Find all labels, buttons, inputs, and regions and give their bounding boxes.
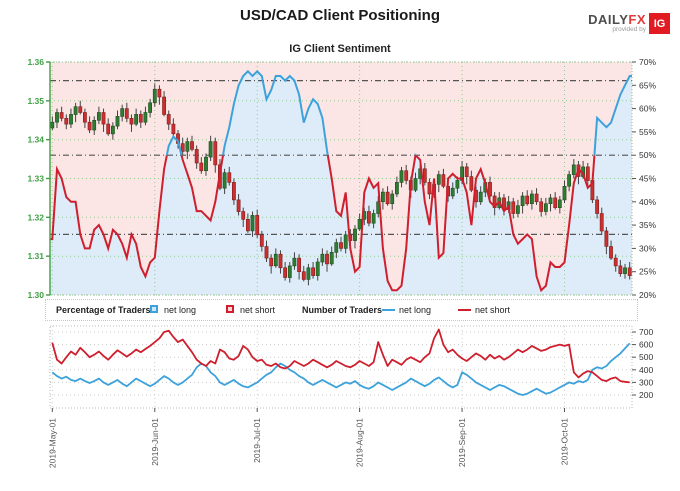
- svg-text:60%: 60%: [639, 104, 656, 114]
- svg-text:1.34: 1.34: [27, 135, 44, 145]
- net-long-percent-swatch-icon: [150, 305, 158, 313]
- count-axis: 700 600 500 400 300 200: [632, 327, 653, 400]
- legend-count-net-long-label: net long: [399, 305, 432, 315]
- traders-net-short-line: [51, 328, 630, 384]
- percent-axis: 70% 65% 60% 55% 50% 45% 40% 35% 30% 25% 20%: [632, 57, 656, 300]
- ig-logo: IG: [649, 13, 670, 34]
- net-long-pct-line-below50: [50, 155, 596, 293]
- candlesticks: [50, 83, 632, 286]
- svg-text:700: 700: [639, 327, 653, 337]
- svg-text:600: 600: [639, 340, 653, 350]
- svg-text:50%: 50%: [639, 150, 656, 160]
- svg-text:1.31: 1.31: [27, 251, 44, 261]
- svg-text:35%: 35%: [639, 220, 656, 230]
- svg-text:45%: 45%: [639, 174, 656, 184]
- svg-text:30%: 30%: [639, 243, 656, 253]
- legend-percent-net-short-label: net short: [240, 305, 276, 315]
- date-axis: 2019-May-01 2019-Jun-01 2019-Jul-01 2019-Au…: [47, 408, 570, 468]
- svg-text:2019-Sep-01: 2019-Sep-01: [457, 418, 467, 467]
- svg-text:1.32: 1.32: [27, 212, 44, 222]
- svg-text:1.36: 1.36: [27, 57, 44, 67]
- dailyfx-logo: DAILYFX provided by IG: [588, 13, 670, 34]
- page-title: USD/CAD Client Positioning: [240, 7, 440, 24]
- svg-text:2019-Aug-01: 2019-Aug-01: [355, 418, 365, 467]
- brand-daily: DAILY: [588, 12, 629, 27]
- net-short-percent-swatch-icon: [226, 305, 234, 313]
- legend-count-net-short-label: net short: [475, 305, 511, 315]
- svg-text:500: 500: [639, 352, 653, 362]
- price-sentiment-chart: 1.36 1.35 1.34 1.33 1.32 1.31 1.30 70% 65% 60% 55%…: [27, 57, 656, 300]
- legend-percent-net-long-label: net long: [164, 305, 197, 315]
- chart-legend: Percentage of Traders net long net short…: [45, 299, 638, 321]
- svg-text:2019-Oct-01: 2019-Oct-01: [560, 418, 570, 466]
- price-axis: 1.36 1.35 1.34 1.33 1.32 1.31 1.30: [27, 57, 50, 300]
- svg-text:2019-Jul-01: 2019-Jul-01: [252, 418, 262, 463]
- svg-text:2019-Jun-01: 2019-Jun-01: [150, 418, 160, 466]
- svg-text:2019-May-01: 2019-May-01: [47, 418, 57, 468]
- legend-percentage-group-label: Percentage of Traders: [56, 305, 151, 315]
- sentiment-chart-title: IG Client Sentiment: [289, 43, 391, 55]
- svg-text:400: 400: [639, 365, 653, 375]
- traders-net-long-line: [51, 342, 631, 396]
- svg-text:200: 200: [639, 390, 653, 400]
- svg-text:70%: 70%: [639, 57, 656, 67]
- number-of-traders-chart: 700 600 500 400 300 200: [49, 325, 653, 409]
- provided-by-label: provided by: [612, 26, 646, 33]
- brand-fx: FX: [628, 12, 646, 27]
- svg-text:40%: 40%: [639, 197, 656, 207]
- dailyfx-wordmark: DAILYFX provided by: [588, 13, 646, 34]
- svg-text:65%: 65%: [639, 80, 656, 90]
- svg-text:1.30: 1.30: [27, 290, 44, 300]
- net-long-line-swatch-icon: [382, 309, 395, 311]
- svg-text:20%: 20%: [639, 290, 656, 300]
- legend-count-group-label: Number of Traders: [302, 305, 383, 315]
- net-short-line-swatch-icon: [458, 309, 471, 311]
- net-long-area: [50, 71, 632, 295]
- svg-text:1.33: 1.33: [27, 174, 44, 184]
- dailyfx-brand-text: DAILYFX: [588, 13, 646, 26]
- svg-text:300: 300: [639, 377, 653, 387]
- svg-text:1.35: 1.35: [27, 96, 44, 106]
- svg-text:25%: 25%: [639, 267, 656, 277]
- svg-text:55%: 55%: [639, 127, 656, 137]
